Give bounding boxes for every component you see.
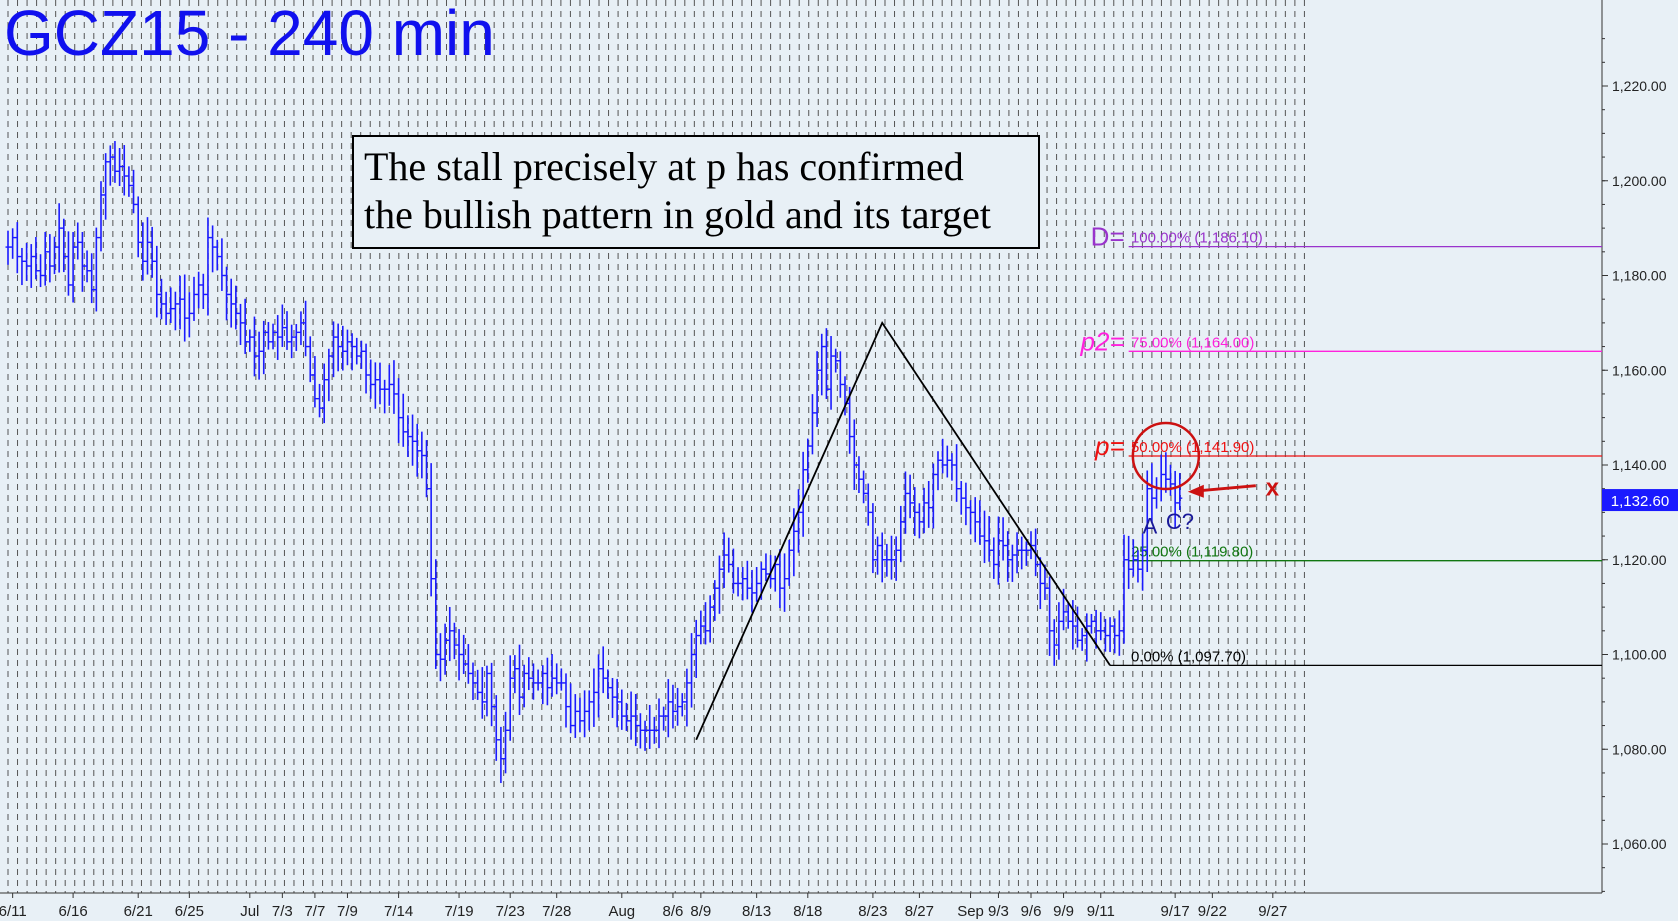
annotation-line-1: The stall precisely at p has confirmed (364, 144, 964, 189)
x-tick-label: Jul (240, 903, 259, 920)
x-tick-label: 8/27 (905, 903, 934, 920)
x-tick-label: 8/9 (690, 903, 711, 920)
x-tick-label: 9/6 (1021, 903, 1042, 920)
x-tick-label: 9/27 (1258, 903, 1287, 920)
y-tick-label: 1,180.00 (1612, 268, 1667, 284)
x-tick-label: 9/17 (1161, 903, 1190, 920)
label-x: x (1266, 475, 1280, 502)
y-tick-label: 1,200.00 (1612, 173, 1667, 189)
x-tick-label: 8/23 (858, 903, 887, 920)
x-tick-label: 7/14 (384, 903, 413, 920)
x-tick-label: Aug (608, 903, 635, 920)
x-tick-label: 7/9 (337, 903, 358, 920)
x-tick-label: 9/11 (1087, 903, 1115, 920)
x-tick-label: 7/23 (496, 903, 525, 920)
x-tick-label: 9/3 (988, 903, 1009, 920)
fib-label-c: 25.00% (1,119.80) (1131, 544, 1253, 561)
x-tick-label: 6/21 (124, 903, 153, 920)
chart-title: GCZ15 - 240 min (4, 0, 495, 69)
x-tick-label: 7/28 (542, 903, 571, 920)
fib-tag-D: D= (1091, 222, 1125, 252)
x-tick-label: 7/7 (304, 903, 325, 920)
last-price-badge (1602, 489, 1678, 512)
y-tick-label: 1,220.00 (1612, 78, 1667, 94)
label-a: A (1143, 514, 1158, 539)
fib-label-p: 50.00% (1,141.90) (1131, 439, 1254, 456)
x-tick-label: 8/13 (742, 903, 771, 920)
x-tick-label: 7/3 (272, 903, 293, 920)
x-tick-label: 9/9 (1053, 903, 1074, 920)
stall-circle (1131, 421, 1201, 491)
fib-tag-p: p= (1094, 431, 1125, 461)
fib-tag-p2: p2= (1080, 326, 1125, 356)
annotation-line-2: the bullish pattern in gold and its targ… (364, 192, 991, 237)
x-tick-label: 6/16 (58, 903, 87, 920)
annotation-box: The stall precisely at p has confirmed t… (352, 135, 1040, 249)
y-tick-label: 1,140.00 (1612, 457, 1667, 473)
y-tick-label: 1,080.00 (1612, 741, 1667, 757)
y-tick-label: 1,160.00 (1612, 362, 1667, 378)
abc-pattern-line (695, 321, 1111, 741)
last-price-label: 1,132.60 (1611, 493, 1669, 510)
x-tick-label: 8/18 (793, 903, 822, 920)
y-tick-label: 1,120.00 (1612, 552, 1667, 568)
x-tick-label: 6/25 (175, 903, 204, 920)
x-tick-label: Sep (957, 903, 984, 920)
fib-label-p2: 75.00% (1,164.00) (1131, 334, 1254, 351)
x-tick-label: 8/6 (663, 903, 684, 920)
y-tick-label: 1,060.00 (1612, 836, 1667, 852)
x-tick-label: 7/19 (444, 903, 473, 920)
x-tick-label: 9/22 (1198, 903, 1227, 920)
fib-label-D: 100.00% (1,186.10) (1131, 230, 1263, 247)
fib-label-zero: 0.00% (1,097.70) (1131, 648, 1246, 665)
x-tick-label: 6/11 (0, 903, 27, 920)
red-arrow-shaft (1199, 484, 1256, 493)
y-tick-label: 1,100.00 (1612, 647, 1667, 663)
label-c: C? (1166, 509, 1194, 534)
red-arrow-head (1187, 484, 1204, 498)
